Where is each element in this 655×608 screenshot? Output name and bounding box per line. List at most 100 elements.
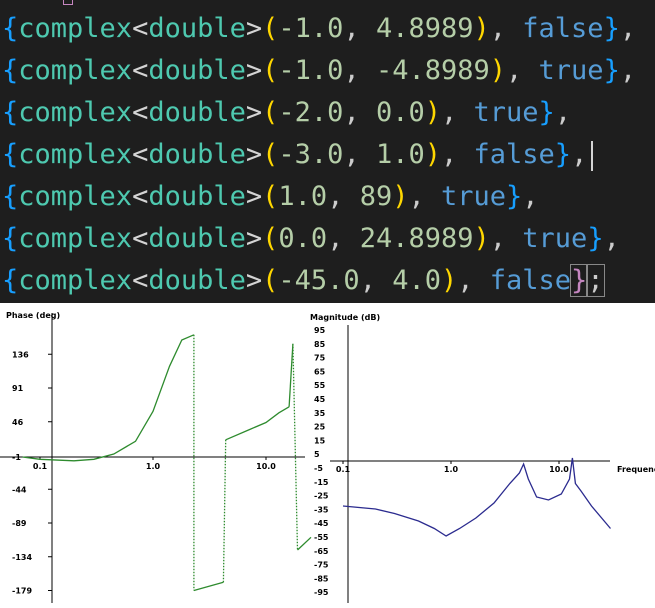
angle-close: > [245,55,263,86]
phase-y-tick-label: -89 [12,519,27,528]
bool-flag: false [489,265,572,296]
template-arg: double [148,223,246,254]
angle-open: < [132,13,149,44]
text-cursor [591,140,594,171]
paren-close: ) [440,265,458,296]
mag-x-tick-label: 1.0 [444,465,459,474]
mag-x-tick-label: 0.1 [336,465,351,474]
code-line[interactable]: {complex<double>(-45.0, 4.0), false}; [2,260,605,302]
mag-y-tick-label: 5 [314,450,320,459]
comma: , [441,139,474,170]
type-name: complex [18,265,133,296]
brace-close: } [603,13,620,44]
phase-y-tick-label: 91 [12,384,24,393]
phase-x-tick-label: 1.0 [146,462,161,471]
code-line[interactable]: {complex<double>(-1.0, -4.8989), true}, [2,50,636,92]
brace-open: { [2,139,19,170]
mag-y-tick-label: -5 [314,464,323,473]
magnitude-plot-xlabel: Frequenc [617,465,655,474]
brace-open: { [2,97,19,128]
comma: , [489,223,523,254]
mag-y-tick-label: -85 [314,574,329,583]
paren-close: ) [489,55,507,86]
code-line[interactable]: {complex<double>(-1.0, 4.8989), false}, [2,8,636,50]
template-arg: double [148,139,246,170]
mag-y-tick-label: 65 [314,367,326,376]
phase-trace-segment [22,334,195,462]
brace-open: { [2,181,19,212]
brace-open: { [2,265,19,296]
angle-open: < [132,265,149,296]
paren-open: ( [262,97,279,128]
comma: , [408,181,441,212]
bool-flag: true [538,55,604,86]
bracket-match-marker [63,0,73,5]
brace-close: } [554,139,572,170]
angle-close: > [245,13,263,44]
template-arg: double [148,181,246,212]
comma: , [327,223,360,254]
phase-y-tick-label: -44 [12,485,27,494]
angle-close: > [245,97,263,128]
type-name: complex [18,13,133,44]
terminator: , [619,13,637,44]
angle-close: > [245,181,263,212]
paren-open: ( [262,265,279,296]
brace-close: } [538,97,555,128]
magnitude-plot-ylabel: Magnitude (dB) [310,313,380,322]
type-name: complex [18,139,133,170]
terminator: , [554,97,572,128]
mag-y-tick-label: -95 [314,588,329,597]
angle-close: > [245,223,263,254]
terminator: , [619,55,637,86]
paren-open: ( [262,13,279,44]
phase-trace-segment [288,343,294,407]
mag-y-tick-label: 75 [314,354,326,363]
code-line[interactable]: {complex<double>(1.0, 89), true}, [2,176,539,218]
angle-close: > [245,265,263,296]
code-editor[interactable]: {complex<double>(-1.0, 4.8989), false},{… [0,0,655,303]
imag-part: 0.0 [375,97,425,128]
phase-x-tick-label: 10.0 [256,462,276,471]
magnitude-plot: Magnitude (dB) Frequenc 95 85 75 65 55 45 35 25… [310,313,655,603]
mag-y-tick-label: -15 [314,478,329,487]
comma: , [441,97,474,128]
imag-part: -4.8989 [375,55,490,86]
phase-trace-segment [222,439,227,583]
code-line[interactable]: {complex<double>(0.0, 24.8989), true}, [2,218,620,260]
imag-part: 4.0 [392,265,441,296]
imag-part: 24.8989 [359,223,474,254]
mag-y-tick-label: -25 [314,492,329,501]
bool-flag: true [473,97,539,128]
comma: , [343,139,376,170]
angle-close: > [245,139,263,170]
brace-open: { [2,55,19,86]
real-part: 0.0 [278,223,328,254]
template-arg: double [148,97,246,128]
mag-y-tick-label: 45 [314,395,326,404]
paren-close: ) [424,139,441,170]
phase-y-tick-label: -1 [12,453,21,462]
brace-close: } [587,223,604,254]
angle-open: < [132,97,149,128]
bode-plots: Phase (deg) 136 91 46 -1 -44 -89 -134 -179 0.1 1.… [0,303,655,608]
brace-open: { [2,13,19,44]
comma: , [327,181,360,212]
mag-y-tick-label: 85 [314,340,326,349]
code-line[interactable]: {complex<double>(-3.0, 1.0), false}, [2,134,594,176]
terminator: ; [586,264,605,297]
imag-part: 89 [359,181,393,212]
type-name: complex [18,97,133,128]
comma: , [343,13,376,44]
paren-close: ) [473,223,490,254]
imag-part: 4.8989 [375,13,474,44]
mag-y-tick-label: -35 [314,505,329,514]
type-name: complex [18,181,133,212]
mag-y-tick-label: 15 [314,436,326,445]
phase-x-tick-label: 0.1 [33,462,48,471]
mag-y-tick-label: 55 [314,381,326,390]
phase-trace-segment [225,406,290,441]
terminator: , [522,181,539,212]
code-line[interactable]: {complex<double>(-2.0, 0.0), true}, [2,92,571,134]
brace-open: { [2,223,19,254]
